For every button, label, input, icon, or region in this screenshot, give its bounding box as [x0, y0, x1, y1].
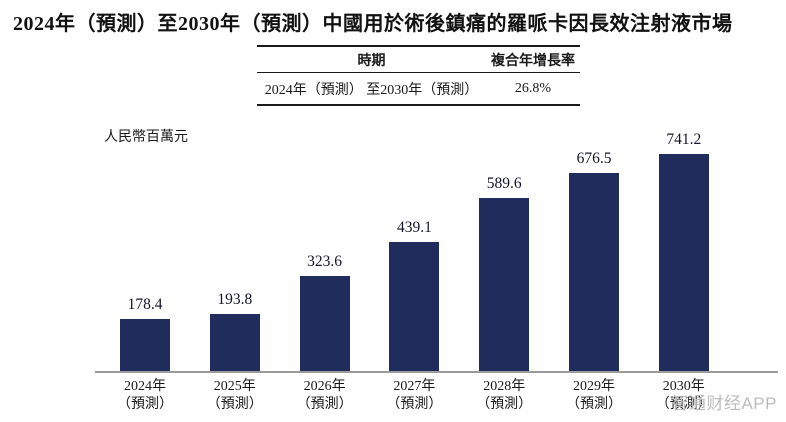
x-tick-label: 2026年 （預測） [296, 379, 353, 412]
cagr-value-period: 2024年（預測） 至2030年（預測） [264, 82, 479, 98]
bar-value-label: 439.1 [396, 219, 432, 236]
cagr-value-cagr: 26.8% [514, 80, 552, 96]
bar-2030年 [658, 154, 709, 371]
y-axis-unit-label: 人民幣百萬元 [104, 130, 188, 145]
x-tick-label: 2028年 （預測） [476, 379, 533, 412]
bar-value-label: 178.4 [127, 296, 163, 313]
x-tick-label: 2030年 （預測） [655, 379, 712, 412]
bar-2029年 [569, 173, 619, 371]
bar-value-label: 323.6 [307, 253, 343, 270]
bar-2026年 [299, 276, 350, 371]
cagr-header-cagr: 複合年增長率 [491, 53, 575, 69]
bar-value-label: 589.6 [486, 175, 522, 192]
bar-2028年 [479, 198, 530, 371]
bar-2027年 [389, 242, 440, 371]
cagr-table: 時期 複合年增長率 2024年（預測） 至2030年（預測） 26.8% [257, 45, 580, 106]
cagr-table-data-row: 2024年（預測） 至2030年（預測） 26.8% [257, 73, 580, 104]
cagr-header-period: 時期 [357, 53, 386, 69]
bar-2025年 [209, 314, 260, 371]
cagr-table-header-row: 時期 複合年增長率 [257, 47, 580, 73]
x-tick-label: 2025年 （預測） [206, 379, 263, 412]
watermark: 智通财经APP [671, 394, 777, 413]
x-tick-label: 2027年 （預測） [386, 379, 443, 412]
x-axis-line [95, 371, 778, 373]
chart-title: 2024年（預測）至2030年（預測）中國用於術後鎮痛的羅哌卡因長效注射液市場 [13, 13, 733, 35]
bar-value-label: 741.2 [666, 131, 702, 148]
bar-value-label: 676.5 [576, 150, 612, 167]
bar-2024年 [120, 319, 170, 371]
x-tick-label: 2029年 （預測） [566, 379, 622, 412]
x-tick-label: 2024年 （預測） [117, 379, 173, 412]
bar-value-label: 193.8 [217, 291, 253, 308]
